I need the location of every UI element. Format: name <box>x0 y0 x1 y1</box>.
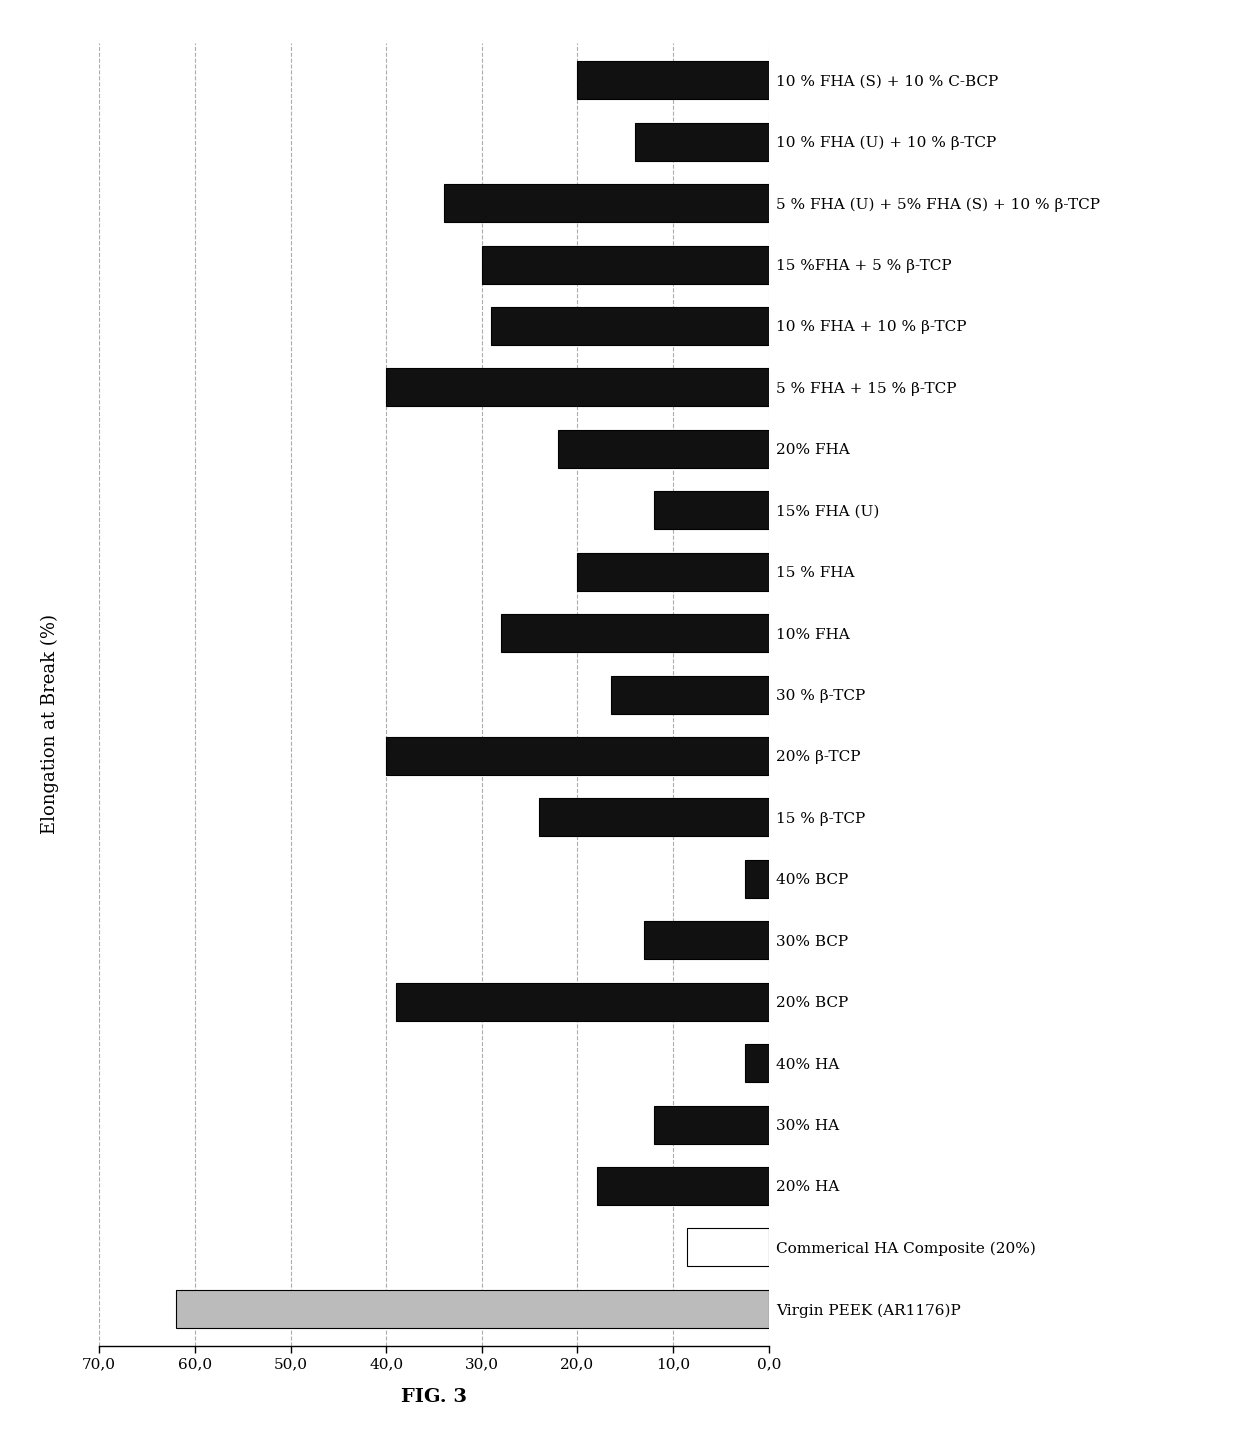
Bar <box>386 737 769 776</box>
Bar <box>745 860 769 899</box>
Bar <box>596 1166 769 1205</box>
Bar <box>558 430 769 467</box>
Bar <box>444 184 769 223</box>
Bar <box>501 614 769 653</box>
Bar <box>653 491 769 530</box>
Bar <box>578 553 769 590</box>
Bar <box>653 1106 769 1143</box>
Bar <box>386 369 769 407</box>
Bar <box>645 922 769 959</box>
Bar <box>491 307 769 344</box>
Bar <box>396 983 769 1020</box>
Bar <box>482 246 769 284</box>
Bar <box>176 1289 769 1328</box>
X-axis label: FIG. 3: FIG. 3 <box>401 1388 467 1406</box>
Bar <box>578 61 769 100</box>
Text: Elongation at Break (%): Elongation at Break (%) <box>41 614 58 833</box>
Bar <box>539 799 769 836</box>
Bar <box>635 123 769 161</box>
Bar <box>745 1045 769 1082</box>
Bar <box>611 676 769 713</box>
Bar <box>687 1229 769 1266</box>
